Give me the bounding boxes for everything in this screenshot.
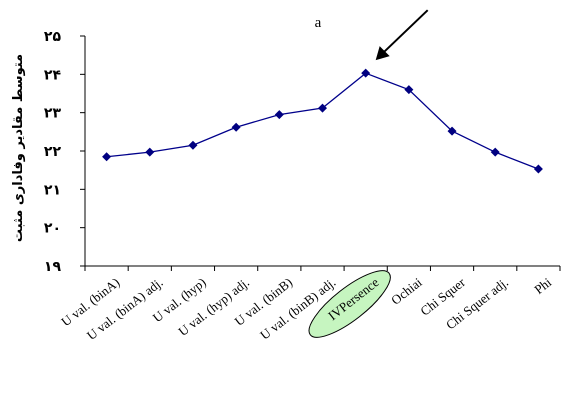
x-tick-label: Phi — [531, 274, 554, 297]
y-tick-label: ۲۱ — [44, 182, 61, 198]
y-tick-label: ۲۰ — [44, 221, 61, 237]
data-point — [404, 85, 414, 95]
y-tick-label: ۲۵ — [44, 29, 62, 45]
x-tick-label: Ochiai — [388, 274, 425, 307]
y-tick-label: ۲۴ — [44, 67, 62, 83]
data-point — [361, 68, 371, 78]
highlight-ellipse — [308, 270, 391, 338]
y-tick-label: ۲۲ — [44, 144, 62, 160]
data-point — [102, 152, 112, 162]
x-ticks: U val. (binA)U val. (binA) adj.U val. (h… — [58, 266, 561, 343]
data-point — [274, 110, 284, 120]
data-point — [318, 103, 327, 113]
y-axis-label: متوسط مقادیر وفاداری مثبت — [11, 54, 26, 242]
data-point — [231, 122, 241, 132]
y-tick-label: ۱۹ — [44, 259, 62, 275]
y-tick-label: ۲۳ — [44, 106, 62, 122]
data-point — [188, 140, 198, 150]
data-point — [145, 147, 155, 157]
data-point — [533, 164, 543, 174]
annotations — [375, 9, 429, 61]
arrow-head — [375, 46, 390, 61]
data-point — [490, 147, 500, 157]
series — [102, 68, 543, 174]
data-point — [447, 126, 457, 136]
arrow-shaft — [380, 9, 429, 55]
series-line — [106, 72, 539, 170]
x-tick-label: U val. (binA) adj. — [84, 275, 166, 343]
y-ticks: ۱۹ ۲۰ ۲۱ ۲۲ ۲۳ ۲۴ ۲۵ — [44, 29, 85, 275]
chart-title: a — [315, 15, 322, 31]
